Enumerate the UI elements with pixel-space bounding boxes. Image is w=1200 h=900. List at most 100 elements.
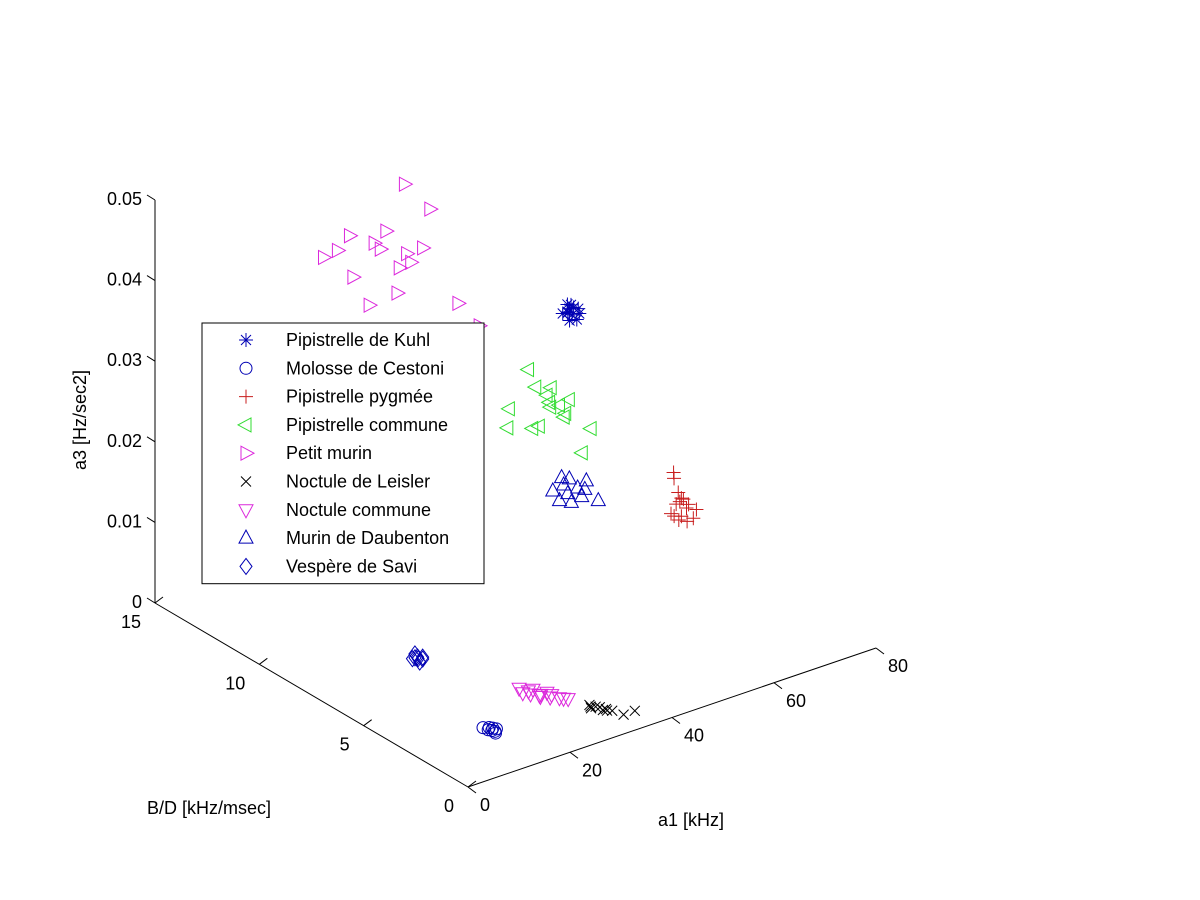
data-point <box>331 242 347 259</box>
legend-label: Vespère de Savi <box>286 556 417 576</box>
legend-item: Noctule commune <box>238 500 431 520</box>
data-point <box>560 297 575 312</box>
z-tick-label: 0 <box>132 592 142 612</box>
legend: Pipistrelle de Kuhl Molosse de Cestoni Pip… <box>201 322 485 585</box>
legend-label: Noctule de Leisler <box>286 472 430 492</box>
data-point <box>488 726 502 740</box>
legend-marker <box>238 529 254 544</box>
data-point <box>569 312 584 327</box>
data-point <box>689 502 704 517</box>
z-tick <box>146 275 156 282</box>
data-point <box>380 223 395 239</box>
legend-marker <box>238 504 254 519</box>
series-5 <box>584 699 641 720</box>
data-point <box>590 491 607 507</box>
data-point <box>500 400 515 417</box>
series-7 <box>544 468 607 508</box>
data-point <box>498 420 514 436</box>
data-point <box>686 511 701 526</box>
data-point <box>555 409 570 425</box>
legend-marker <box>239 333 253 347</box>
z-tick <box>146 436 156 443</box>
data-point <box>525 683 541 699</box>
data-point <box>556 405 572 422</box>
data-point <box>391 285 407 301</box>
x-tick-label: 80 <box>888 656 908 676</box>
legend-item: Pipistrelle de Kuhl <box>239 330 430 350</box>
data-point <box>543 689 560 704</box>
x-tick <box>467 786 477 794</box>
data-point <box>416 648 430 666</box>
data-point <box>676 492 691 507</box>
data-point <box>560 305 575 320</box>
z-axis-label: a3 [Hz/sec2] <box>70 370 90 470</box>
legend-item: Petit murin <box>240 443 372 463</box>
data-point <box>405 649 420 668</box>
data-point <box>572 306 587 321</box>
axis-labels: a1 [kHz] B/D [kHz/msec] a3 [Hz/sec2] <box>70 370 724 830</box>
legend-marker <box>239 361 253 375</box>
data-point <box>671 513 686 528</box>
y-tick <box>467 780 477 788</box>
data-point <box>679 501 694 516</box>
data-point <box>542 379 557 396</box>
data-point <box>600 703 612 715</box>
data-point <box>452 295 467 312</box>
legend-item: Noctule de Leisler <box>240 472 430 492</box>
z-tick-label: 0.01 <box>107 511 142 531</box>
series-6 <box>511 682 577 708</box>
data-point <box>317 249 333 266</box>
data-point <box>424 201 439 217</box>
z-tick <box>146 597 156 604</box>
data-point <box>551 491 568 507</box>
legend-label: Petit murin <box>286 443 372 463</box>
data-point <box>526 379 542 395</box>
data-point <box>559 484 576 500</box>
y-tick <box>259 657 268 665</box>
data-point <box>555 692 572 708</box>
series-2 <box>664 465 704 529</box>
legend-marker <box>240 445 256 462</box>
legend-label: Molosse de Cestoni <box>286 358 444 378</box>
series-3 <box>498 361 597 461</box>
legend-label: Pipistrelle commune <box>286 415 448 435</box>
data-point <box>667 471 682 486</box>
data-point <box>343 227 359 244</box>
data-point <box>578 471 595 487</box>
legend-box <box>201 322 485 585</box>
x-axis-label: a1 [kHz] <box>658 810 724 830</box>
x-tick-label: 0 <box>480 795 490 815</box>
data-point <box>523 420 539 437</box>
series-8 <box>405 645 430 671</box>
data-point <box>511 682 527 698</box>
data-point <box>561 469 578 485</box>
data-point <box>532 688 549 704</box>
data-point <box>544 481 561 497</box>
x-tick <box>875 647 885 655</box>
data-point <box>555 475 572 491</box>
z-tick <box>146 355 156 362</box>
legend-item: Murin de Daubenton <box>238 528 449 548</box>
data-point <box>590 701 601 713</box>
series-1 <box>476 720 503 740</box>
data-point <box>562 301 577 316</box>
data-point <box>553 468 570 484</box>
data-points <box>317 176 704 740</box>
data-point <box>398 176 414 193</box>
legend-item: Molosse de Cestoni <box>239 358 444 378</box>
data-point <box>585 701 596 712</box>
legend-label: Pipistrelle de Kuhl <box>286 330 430 350</box>
data-point <box>681 497 696 512</box>
z-tick-label: 0.05 <box>107 189 142 209</box>
data-point <box>530 418 545 435</box>
data-point <box>401 245 416 262</box>
x-tick <box>671 717 681 724</box>
y-axis-label: B/D [kHz/msec] <box>147 798 271 818</box>
data-point <box>555 306 570 321</box>
data-point <box>541 399 557 416</box>
data-point <box>573 445 588 461</box>
legend-marker <box>240 476 252 487</box>
x-tick <box>773 682 783 690</box>
